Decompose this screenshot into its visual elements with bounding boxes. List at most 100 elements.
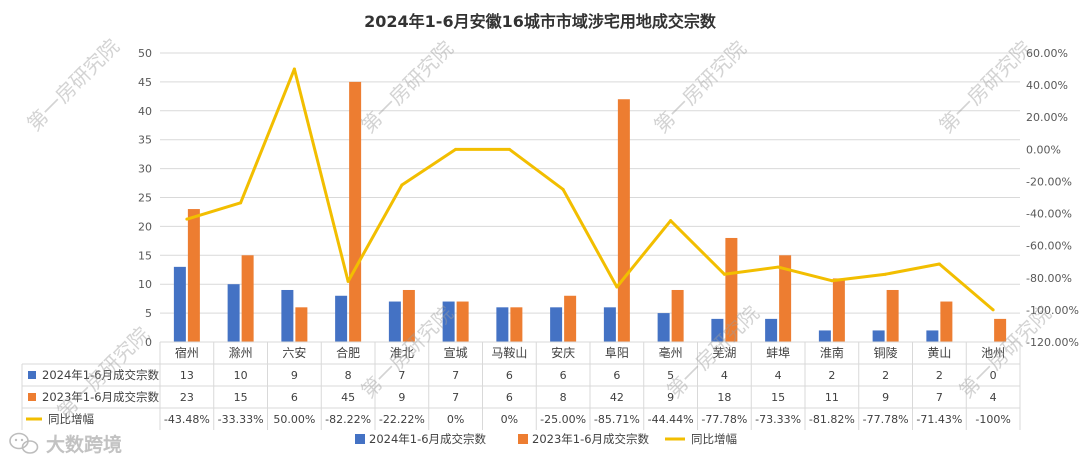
legend-label: 2023年1-6月成交宗数 [532, 432, 650, 446]
table-cell: 2 [828, 369, 835, 382]
table-cell: -25.00% [540, 413, 586, 426]
table-cell: 9 [882, 391, 889, 404]
yoy-point [776, 265, 780, 269]
legend-label: 同比增幅 [691, 432, 737, 446]
table-cell: -43.48% [164, 413, 210, 426]
yoy-point [884, 272, 888, 276]
watermark-text: 第一房研究院 [649, 36, 751, 138]
table-cell: 4 [775, 369, 782, 382]
table-cell: 6 [560, 369, 567, 382]
bar-2023 [940, 301, 953, 342]
table-cell: 0% [447, 413, 464, 426]
yoy-point [615, 285, 619, 289]
table-cell: 0% [501, 413, 518, 426]
brand-name: 大数跨境 [46, 433, 122, 456]
right-tick-label: 60.00% [1026, 47, 1068, 60]
table-cell: 9 [398, 391, 405, 404]
category-label: 安庆 [551, 345, 575, 360]
watermark-text: 第一房研究院 [22, 34, 124, 136]
bar-2023 [671, 289, 684, 342]
bar-2024 [818, 330, 831, 342]
category-label: 淮南 [820, 345, 844, 360]
wechat-brand-icon [9, 432, 39, 454]
brand-logo: 大数跨境 [9, 432, 122, 456]
category-label: 池州 [981, 346, 1005, 360]
table-cell: -77.78% [863, 413, 909, 426]
left-axis-ticks: 0 5 10 15 20 25 30 35 40 45 50 [138, 47, 152, 349]
left-tick-label: 20 [138, 220, 152, 233]
table-cell: -77.78% [701, 413, 747, 426]
bar-2023 [295, 307, 308, 342]
table-cell: -44.44% [648, 413, 694, 426]
bar-2023 [510, 307, 523, 342]
bar-2024 [496, 307, 509, 342]
bar-2023 [994, 318, 1007, 342]
watermark-text: 第一房研究院 [934, 36, 1036, 138]
left-tick-label: 10 [138, 278, 152, 291]
category-label: 淮北 [390, 346, 414, 360]
right-tick-label: -80.00% [1026, 272, 1072, 285]
yoy-point [937, 262, 941, 266]
bar-2023 [725, 237, 738, 342]
bar-2023 [779, 255, 792, 342]
table-cell: -33.33% [218, 413, 264, 426]
right-tick-label: 0.00% [1026, 143, 1061, 156]
table-cell: 9 [667, 391, 674, 404]
table-cell: 7 [936, 391, 943, 404]
line-series [185, 67, 995, 312]
table-cell: 50.00% [273, 413, 315, 426]
legend-label: 2024年1-6月成交宗数 [369, 432, 487, 446]
table-cell: 11 [825, 391, 839, 404]
table-series-name: 2024年1-6月成交宗数 [42, 368, 160, 382]
category-label: 阜阳 [605, 346, 629, 360]
table-cell: 5 [667, 369, 674, 382]
category-label: 蚌埠 [766, 346, 790, 360]
right-axis-ticks: -120.00% -100.00% -80.00% -60.00% -40.00% -20… [1026, 47, 1079, 349]
table-cell: -73.33% [755, 413, 801, 426]
bar-2023 [187, 209, 200, 342]
right-tick-label: 40.00% [1026, 79, 1068, 92]
category-label: 黄山 [927, 346, 951, 360]
table-cell: 6 [613, 369, 620, 382]
table-cell: 7 [452, 391, 459, 404]
yoy-point [239, 201, 243, 205]
table-cell: 6 [291, 391, 298, 404]
left-tick-label: 0 [145, 336, 152, 349]
table-cell: 10 [234, 369, 248, 382]
yoy-point [669, 219, 673, 223]
table-series-name: 同比增幅 [48, 412, 94, 426]
left-tick-label: 35 [138, 134, 152, 147]
table-cell: 45 [341, 391, 355, 404]
category-label: 亳州 [659, 345, 683, 360]
table-cell: -81.82% [809, 413, 855, 426]
bar-2024 [227, 284, 240, 342]
yoy-point [454, 147, 458, 151]
yoy-point [722, 272, 726, 276]
bar-2024 [603, 307, 616, 342]
bar-2024 [926, 330, 939, 342]
right-tick-label: 20.00% [1026, 111, 1068, 124]
left-tick-label: 45 [138, 76, 152, 89]
bar-2023 [402, 289, 415, 342]
yoy-point [346, 279, 350, 283]
table-cell: 8 [560, 391, 567, 404]
table-cell: 2 [882, 369, 889, 382]
table-cell: 15 [234, 391, 248, 404]
table-cell: 42 [610, 391, 624, 404]
right-tick-label: -100.00% [1026, 304, 1079, 317]
category-label: 芜湖 [712, 345, 736, 360]
table-cell: -22.22% [379, 413, 425, 426]
table-cell: 23 [180, 391, 194, 404]
table-cell: -82.22% [325, 413, 371, 426]
bar-2024 [765, 318, 778, 342]
category-label: 滁州 [229, 345, 253, 360]
left-tick-label: 30 [138, 163, 152, 176]
bar-2024 [711, 318, 724, 342]
bar-2023 [617, 99, 630, 343]
right-tick-label: -40.00% [1026, 208, 1072, 221]
table-cell: 13 [180, 369, 194, 382]
category-label: 宿州 [175, 345, 199, 360]
table-cell: 18 [717, 391, 731, 404]
bar-2024 [872, 330, 885, 342]
